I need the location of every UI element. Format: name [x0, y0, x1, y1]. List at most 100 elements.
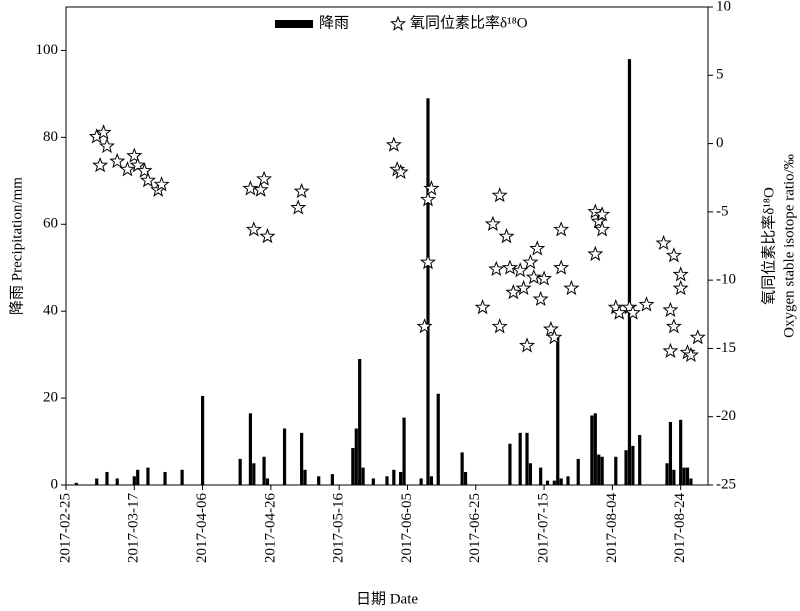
y2-tick-label: 0 — [716, 135, 724, 151]
star-marker — [638, 296, 655, 312]
legend-swatch — [275, 20, 313, 28]
star-marker — [611, 304, 628, 320]
star-marker — [109, 152, 126, 169]
bar — [685, 467, 690, 485]
bar — [146, 467, 150, 485]
bar — [105, 471, 109, 485]
bar — [351, 448, 355, 485]
star-marker — [419, 253, 436, 270]
star-marker — [491, 187, 508, 203]
bar — [600, 456, 604, 485]
bar — [361, 467, 365, 485]
y2-tick-label: 5 — [716, 67, 724, 83]
star-marker — [587, 203, 604, 219]
bar — [354, 428, 358, 485]
bar — [248, 413, 253, 485]
star-marker — [525, 268, 542, 285]
star-marker — [594, 221, 611, 237]
y2-tick-label: 10 — [716, 0, 731, 14]
star-marker — [126, 147, 143, 163]
bar — [552, 480, 556, 485]
bar — [436, 393, 440, 485]
star-marker — [252, 181, 269, 197]
x-tick-label: 2017-05-16 — [331, 493, 347, 563]
star-marker — [95, 124, 112, 140]
star-marker — [594, 206, 611, 222]
bar — [252, 463, 256, 485]
star-marker — [245, 221, 262, 237]
bar — [682, 467, 686, 485]
legend-label: 降雨 — [319, 14, 349, 31]
star-marker — [553, 259, 570, 275]
bar — [180, 469, 184, 485]
bar — [163, 471, 167, 485]
star-marker — [293, 182, 310, 199]
star-marker — [416, 318, 433, 334]
y2-tick-label: -25 — [716, 476, 736, 492]
star-marker — [136, 162, 153, 178]
y2-axis-title: Oxygen stable isotope ratio/‰ — [781, 154, 797, 338]
y-axis-title: 降雨 Precipitation/mm — [8, 177, 25, 315]
bar — [265, 478, 270, 485]
star-marker — [512, 262, 529, 278]
bar — [419, 478, 423, 485]
bar — [631, 445, 635, 485]
x-axis-title: 日期 Date — [356, 590, 418, 607]
star-marker — [242, 180, 259, 196]
bar — [576, 458, 580, 485]
bar — [689, 478, 693, 485]
star-marker — [662, 301, 679, 318]
bar — [385, 476, 389, 485]
star-marker — [662, 342, 679, 358]
x-tick-label: 2017-08-24 — [672, 493, 688, 563]
y-tick-label: 40 — [43, 303, 58, 319]
star-marker — [259, 227, 276, 244]
bar — [627, 59, 632, 486]
plot-frame — [65, 6, 709, 486]
bar — [74, 482, 78, 485]
bar — [136, 469, 140, 485]
star-marker — [98, 137, 115, 154]
x-tick-label: 2017-04-26 — [262, 493, 278, 563]
y-tick-label: 80 — [43, 129, 58, 145]
star-marker — [689, 329, 706, 345]
y2-tick-label: -15 — [716, 340, 736, 356]
star-marker — [682, 346, 699, 363]
bar — [95, 478, 99, 485]
bar — [624, 450, 628, 485]
bar — [638, 435, 642, 485]
bar — [665, 463, 669, 485]
bar — [668, 421, 673, 485]
star-marker — [672, 279, 689, 296]
star-marker — [92, 156, 109, 173]
bar — [463, 471, 468, 485]
x-tick-label: 2017-02-25 — [57, 493, 73, 563]
bar — [672, 469, 676, 485]
bar — [566, 476, 570, 485]
star-marker — [474, 299, 491, 315]
x-tick-label: 2017-04-06 — [194, 493, 210, 563]
star-marker — [498, 227, 515, 244]
bar — [317, 476, 321, 485]
bar — [508, 443, 512, 485]
star-marker — [655, 234, 672, 251]
bar — [518, 432, 522, 485]
x-tick-label: 2017-07-15 — [536, 493, 552, 563]
star-marker — [529, 240, 546, 256]
bar — [556, 337, 560, 485]
star-marker — [665, 247, 682, 263]
star-marker — [484, 215, 501, 231]
bar — [371, 478, 375, 485]
star-marker — [546, 329, 563, 345]
legend-swatch — [389, 15, 407, 31]
star-marker — [423, 180, 440, 196]
bar — [597, 454, 601, 485]
star-marker — [488, 260, 505, 277]
bar — [525, 432, 529, 485]
bar — [460, 452, 464, 485]
bar — [392, 469, 396, 485]
star-marker — [519, 337, 536, 353]
star-marker — [587, 245, 604, 262]
bar — [402, 417, 406, 485]
bar — [679, 419, 683, 485]
